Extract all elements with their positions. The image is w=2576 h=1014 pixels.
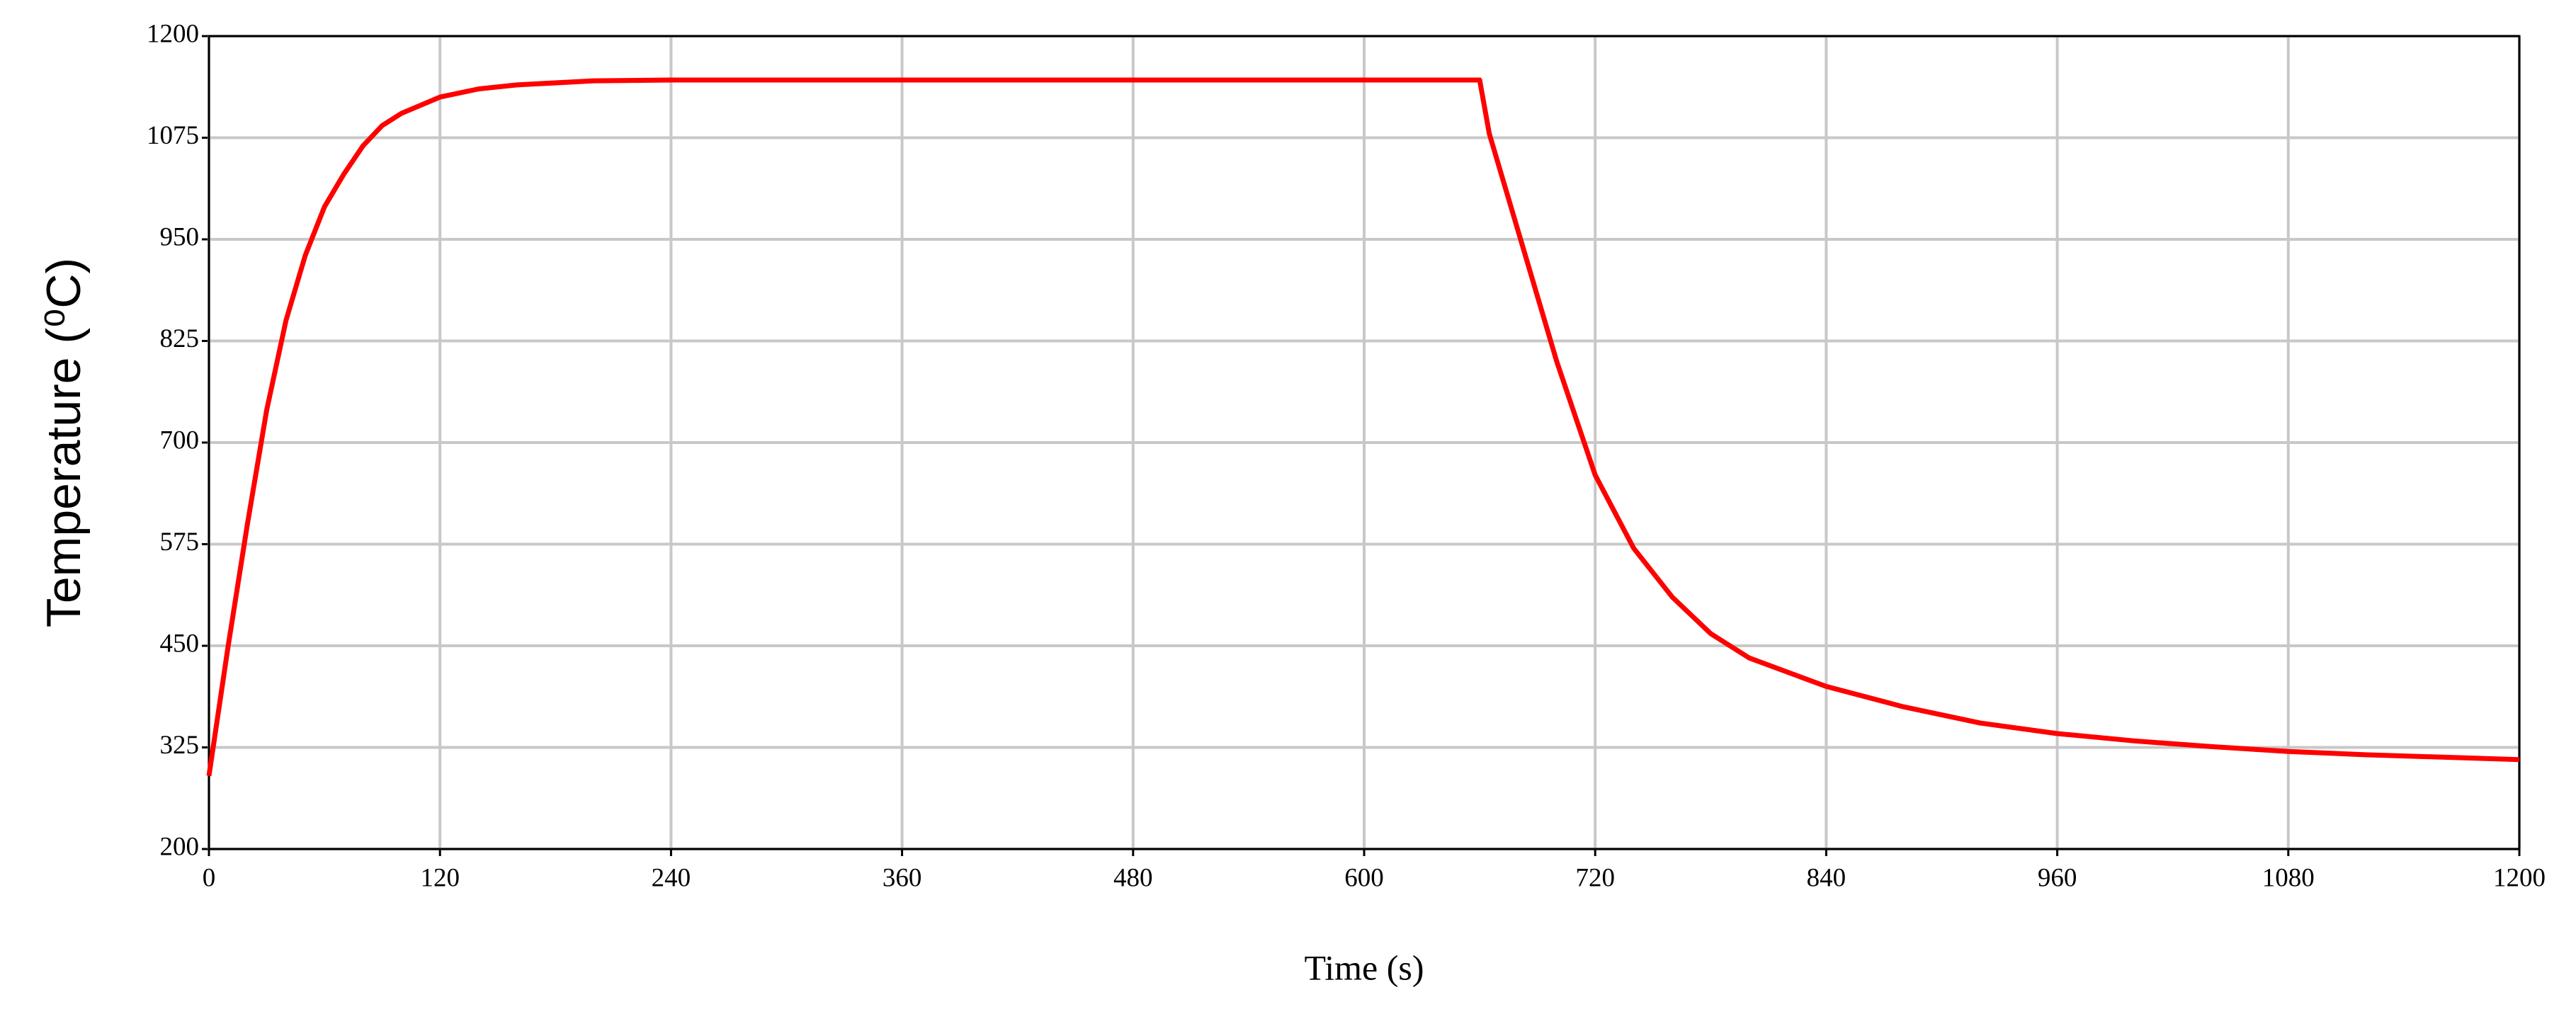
y-tick-label: 325 bbox=[160, 731, 200, 760]
x-tick-label: 240 bbox=[652, 863, 691, 892]
x-tick-label: 1200 bbox=[2493, 863, 2546, 892]
y-axis-label: Temperature (⁰C) bbox=[37, 258, 91, 627]
y-tick-label: 700 bbox=[160, 426, 200, 455]
y-tick-label: 575 bbox=[160, 528, 200, 557]
x-tick-label: 720 bbox=[1575, 863, 1615, 892]
y-tick-label: 950 bbox=[160, 222, 200, 251]
x-tick-label: 840 bbox=[1807, 863, 1846, 892]
x-tick-label: 0 bbox=[203, 863, 216, 892]
y-tick-label: 825 bbox=[160, 324, 200, 353]
x-tick-label: 960 bbox=[2038, 863, 2077, 892]
x-tick-label: 120 bbox=[420, 863, 460, 892]
temperature-line bbox=[206, 77, 2520, 777]
y-tick-label: 1200 bbox=[147, 19, 199, 48]
x-axis-label: Time (s) bbox=[1304, 947, 1424, 987]
x-tick-label: 480 bbox=[1113, 863, 1153, 892]
y-tick-label: 200 bbox=[160, 832, 200, 861]
x-tick-label: 360 bbox=[883, 863, 922, 892]
y-tick-label: 450 bbox=[160, 629, 200, 658]
y-tick-label: 1075 bbox=[147, 121, 199, 150]
x-tick-label: 600 bbox=[1344, 863, 1384, 892]
plot-frame bbox=[208, 35, 2521, 850]
x-tick-label: 1080 bbox=[2262, 863, 2315, 892]
